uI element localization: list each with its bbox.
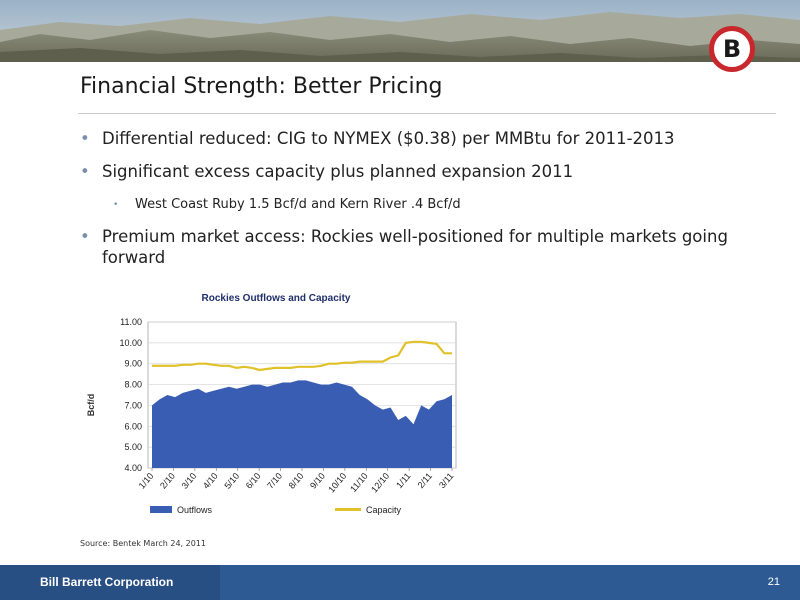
y-tick-label: 9.00 xyxy=(124,359,142,369)
x-tick-label: 10/10 xyxy=(326,471,348,495)
y-tick-label: 11.00 xyxy=(120,317,142,327)
y-tick-label: 7.00 xyxy=(124,400,142,410)
legend-label-outflows: Outflows xyxy=(177,505,213,515)
x-tick-label: 6/10 xyxy=(244,471,263,491)
chart-legend: Outflows Capacity xyxy=(150,505,402,515)
mountain-banner xyxy=(0,0,800,62)
logo-letter: B xyxy=(722,35,742,63)
chart-svg: Rockies Outflows and Capacity 4.00 5.00 6.… xyxy=(86,293,457,515)
chart-title: Rockies Outflows and Capacity xyxy=(202,293,351,304)
source-note: Source: Bentek March 24, 2011 xyxy=(80,539,206,548)
bullet-text: Premium market access: Rockies well-posi… xyxy=(102,227,728,267)
sub-bullet-text: West Coast Ruby 1.5 Bcf/d and Kern River… xyxy=(135,197,461,212)
y-tick-label: 5.00 xyxy=(124,442,142,452)
x-tick-label: 3/10 xyxy=(179,471,198,491)
y-tick-label: 6.00 xyxy=(124,421,142,431)
bullet-text: Significant excess capacity plus planned… xyxy=(102,162,574,181)
x-tick-label: 11/10 xyxy=(348,471,370,494)
x-tick-label: 1/10 xyxy=(137,471,156,491)
footer-company-name: Bill Barrett Corporation xyxy=(40,575,174,589)
x-tick-label: 2/11 xyxy=(416,471,434,490)
bullet-dot-icon: • xyxy=(80,129,90,148)
x-tick-label: 12/10 xyxy=(369,471,391,495)
bullet-item: • Differential reduced: CIG to NYMEX ($0… xyxy=(80,128,760,149)
bullet-dot-icon: • xyxy=(80,227,90,246)
x-tick-label: 2/10 xyxy=(158,471,177,491)
x-tick-label: 8/10 xyxy=(287,471,306,491)
bullet-list: • Differential reduced: CIG to NYMEX ($0… xyxy=(80,122,760,268)
company-logo: B xyxy=(709,26,755,72)
y-axis-label: Bcf/d xyxy=(86,394,96,417)
x-tick-label: 3/11 xyxy=(437,471,455,490)
legend-swatch-capacity xyxy=(335,508,361,511)
outflows-capacity-chart: Rockies Outflows and Capacity 4.00 5.00 6.… xyxy=(80,285,480,525)
legend-label-capacity: Capacity xyxy=(366,505,402,515)
bullet-dot-icon: • xyxy=(80,162,90,181)
y-tick-label: 10.00 xyxy=(119,338,142,348)
sub-bullet-dot-icon: • xyxy=(113,200,119,210)
title-divider xyxy=(78,113,776,114)
bullet-text: Differential reduced: CIG to NYMEX ($0.3… xyxy=(102,129,675,148)
outflows-area xyxy=(152,380,452,468)
x-tick-label: 4/10 xyxy=(201,471,220,491)
legend-swatch-outflows xyxy=(150,506,172,513)
mountain-landscape-image xyxy=(0,0,800,62)
x-tick-label: 9/10 xyxy=(308,471,327,491)
footer-company-panel: Bill Barrett Corporation xyxy=(0,565,220,600)
y-tick-label: 4.00 xyxy=(124,463,142,473)
bullet-item: • Significant excess capacity plus plann… xyxy=(80,161,760,182)
x-tick-label: 5/10 xyxy=(222,471,241,491)
capacity-line xyxy=(152,340,452,372)
x-tick-label: 7/10 xyxy=(265,471,284,491)
x-tick-label: 1/11 xyxy=(394,471,412,490)
footer-bar: Bill Barrett Corporation 21 xyxy=(0,565,800,600)
bullet-item: • Premium market access: Rockies well-po… xyxy=(80,226,760,268)
slide-title: Financial Strength: Better Pricing xyxy=(80,74,443,99)
page-number: 21 xyxy=(767,576,780,588)
y-tick-label: 8.00 xyxy=(124,380,142,390)
sub-bullet-item: • West Coast Ruby 1.5 Bcf/d and Kern Riv… xyxy=(80,196,760,214)
